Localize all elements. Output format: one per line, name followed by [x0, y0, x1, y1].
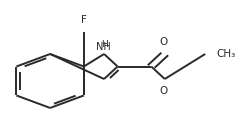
Text: NH: NH — [96, 42, 110, 52]
Text: O: O — [159, 86, 168, 96]
Text: CH₃: CH₃ — [216, 49, 236, 59]
Text: F: F — [81, 15, 87, 25]
Text: O: O — [159, 37, 168, 47]
Text: H: H — [101, 40, 107, 49]
